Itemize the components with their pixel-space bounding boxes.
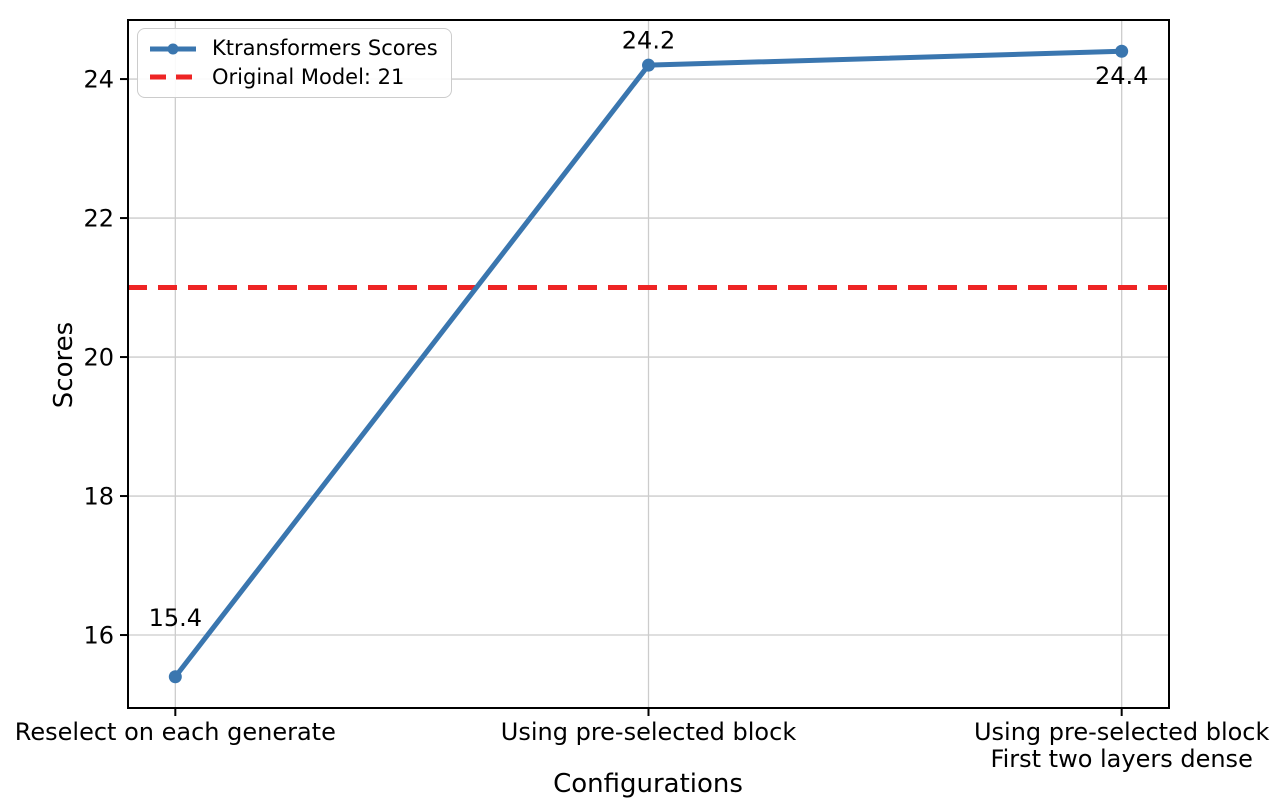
point-label: 15.4: [149, 604, 202, 632]
legend-entry-series: Ktransformers Scores: [148, 37, 441, 60]
y-tick-label: 16: [83, 622, 114, 650]
data-point-marker: [168, 670, 182, 684]
y-axis-title: Scores: [49, 321, 79, 409]
x-tick-label: Using pre-selected block: [974, 718, 1270, 746]
legend-series-line-icon: [150, 43, 196, 55]
y-tick-label: 20: [83, 344, 114, 372]
legend: Ktransformers Scores Original Model: 21: [137, 28, 452, 98]
legend-dashed-line-icon: [150, 74, 196, 80]
point-label: 24.4: [1095, 62, 1148, 90]
x-axis-title: Configurations: [553, 769, 743, 799]
legend-entry-label: Original Model: 21: [212, 64, 405, 89]
point-label: 24.2: [622, 27, 675, 55]
y-tick-label: 24: [83, 66, 114, 94]
y-tick-label: 18: [83, 483, 114, 511]
data-point-marker: [1115, 44, 1129, 58]
x-tick-label: Reselect on each generate: [15, 718, 336, 746]
x-tick-label: Using pre-selected block: [501, 718, 797, 746]
legend-entry-reference: Original Model: 21: [148, 64, 441, 89]
x-tick-label: First two layers dense: [991, 745, 1253, 773]
y-tick-label: 22: [83, 205, 114, 233]
legend-entry-label: Ktransformers Scores: [212, 36, 438, 61]
data-point-marker: [642, 58, 655, 72]
